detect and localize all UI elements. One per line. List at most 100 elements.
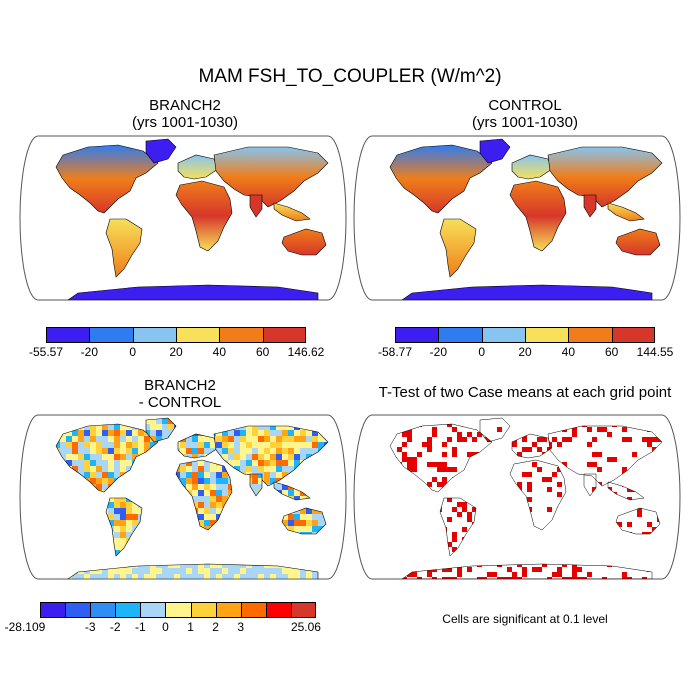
diff-cell bbox=[210, 580, 216, 582]
diff-cell bbox=[84, 442, 90, 448]
diff-cell bbox=[24, 574, 30, 580]
diff-cell bbox=[120, 544, 126, 550]
diff-cell bbox=[102, 580, 108, 582]
diff-cell bbox=[36, 580, 42, 582]
diff-cell bbox=[174, 580, 180, 582]
diff-cell bbox=[146, 430, 150, 436]
diff-cell bbox=[252, 580, 258, 582]
diff-cell bbox=[228, 580, 234, 582]
diff-cell bbox=[150, 580, 156, 582]
diff-cell bbox=[146, 424, 150, 430]
diff-cell bbox=[138, 442, 144, 448]
diff-cell bbox=[300, 580, 306, 582]
diff-cell bbox=[102, 580, 108, 582]
diff-cell bbox=[72, 580, 78, 582]
diff-cell bbox=[246, 580, 252, 582]
diff-cell bbox=[66, 580, 72, 582]
diff-cell bbox=[48, 580, 54, 582]
diff-cell bbox=[84, 580, 90, 582]
diff-cell bbox=[126, 454, 132, 460]
land-seasia bbox=[273, 202, 311, 222]
diff-cell bbox=[18, 436, 24, 442]
diff-cell bbox=[198, 580, 204, 582]
diff-cell bbox=[24, 412, 30, 418]
diff-cell bbox=[114, 430, 120, 436]
diff-cell bbox=[240, 580, 246, 582]
diff-cell bbox=[186, 580, 192, 582]
diff-cell bbox=[162, 580, 168, 582]
diff-cell bbox=[342, 442, 348, 448]
diff-cell bbox=[126, 508, 132, 514]
diff-cell bbox=[150, 418, 156, 424]
land-namerica bbox=[55, 144, 159, 214]
diff-cell bbox=[180, 580, 186, 582]
diff-cell bbox=[144, 580, 150, 582]
diff-cell bbox=[18, 430, 24, 436]
diff-cell bbox=[114, 526, 120, 532]
diff-cell bbox=[60, 580, 66, 582]
diff-cell bbox=[108, 514, 114, 520]
diff-cell bbox=[78, 448, 84, 454]
diff-cell bbox=[96, 454, 102, 460]
diff-cell bbox=[342, 580, 348, 582]
diff-cell bbox=[18, 580, 24, 582]
diff-cell bbox=[84, 466, 90, 472]
diff-cell bbox=[24, 418, 30, 424]
diff-cell bbox=[336, 418, 342, 424]
control-title-line2: (yrs 1001-1030) bbox=[400, 114, 650, 131]
diff-cell bbox=[234, 580, 240, 582]
diff-cell bbox=[60, 580, 66, 582]
diff-cell bbox=[18, 412, 24, 418]
diff-cell bbox=[306, 580, 312, 582]
diff-cell bbox=[318, 580, 324, 582]
diff-cell bbox=[18, 412, 24, 418]
diff-cell bbox=[114, 520, 120, 526]
diff-cell bbox=[330, 580, 336, 582]
diff-cell bbox=[72, 442, 78, 448]
diff-cell bbox=[18, 580, 24, 582]
diff-cell bbox=[144, 436, 150, 442]
diff-cell bbox=[342, 424, 348, 430]
diff-cell bbox=[168, 580, 174, 582]
diff-cell bbox=[342, 562, 348, 568]
diff-cell bbox=[96, 484, 102, 490]
diff-cell bbox=[18, 424, 24, 430]
diff-cell bbox=[114, 514, 120, 520]
diff-cell bbox=[342, 412, 348, 418]
diff-cell bbox=[18, 550, 24, 556]
diff-cell bbox=[96, 448, 102, 454]
diff-cell bbox=[90, 424, 96, 430]
diff-cell bbox=[102, 484, 108, 490]
land-group bbox=[389, 138, 663, 300]
diff-cell bbox=[24, 580, 30, 582]
difference-map bbox=[18, 412, 348, 582]
diff-cell bbox=[96, 442, 102, 448]
diff-cell bbox=[30, 580, 36, 582]
diff-cell bbox=[96, 580, 102, 582]
diff-cell bbox=[114, 538, 120, 544]
diff-cell bbox=[342, 430, 348, 436]
diff-cell bbox=[18, 412, 24, 418]
diff-cell bbox=[150, 442, 156, 448]
diff-cell bbox=[336, 574, 342, 580]
diff-cell bbox=[114, 502, 120, 508]
diff-cell bbox=[288, 580, 294, 582]
diff-cell bbox=[342, 550, 348, 556]
diff-cell bbox=[222, 580, 228, 582]
diff-cell bbox=[42, 580, 48, 582]
diff-cell bbox=[246, 580, 252, 582]
diff-cell bbox=[102, 448, 108, 454]
diff-cell bbox=[108, 430, 114, 436]
diff-cell bbox=[18, 568, 24, 574]
diff-cell bbox=[108, 442, 114, 448]
diff-cell bbox=[18, 418, 24, 424]
diff-cell bbox=[216, 580, 222, 582]
diff-cell bbox=[18, 550, 24, 556]
diff-cell bbox=[168, 580, 174, 582]
diff-cell bbox=[144, 580, 150, 582]
diff-cell bbox=[84, 448, 90, 454]
diff-cell bbox=[102, 454, 108, 460]
diff-cell bbox=[300, 580, 306, 582]
diff-cell bbox=[18, 574, 24, 580]
diff-cell bbox=[324, 580, 330, 582]
